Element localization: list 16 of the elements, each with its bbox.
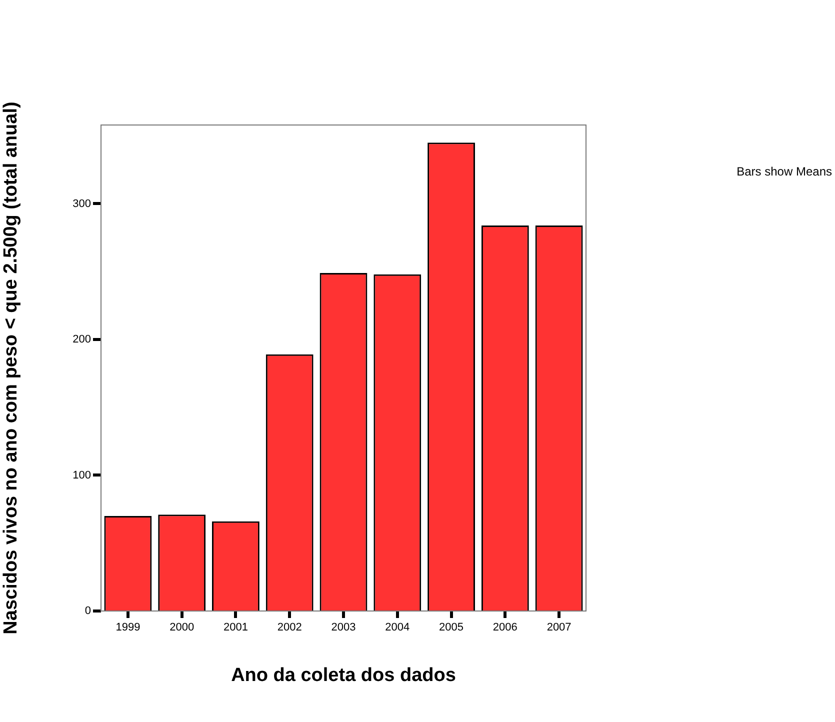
x-tick-label: 2002: [277, 622, 302, 634]
y-tick-label: 0: [84, 605, 91, 618]
x-tick-label: 2007: [546, 622, 572, 634]
x-axis-title: Ano da coleta dos dados: [231, 664, 456, 686]
y-tick-label: 300: [72, 198, 91, 210]
y-axis-title: Nascidos vivos no ano com peso < que 2.500g (total anual): [0, 102, 22, 634]
x-tick-label: 2003: [331, 622, 356, 634]
x-tick-label: 2004: [385, 622, 410, 634]
x-tick-label: 2006: [492, 622, 518, 634]
text: Bars show Means: [736, 164, 832, 178]
y-tick-label: 100: [72, 469, 91, 482]
y-tick-label: 200: [72, 334, 91, 346]
x-tick-label: 2001: [223, 622, 248, 634]
x-tick-label: 2000: [170, 622, 194, 634]
x-tick-label: 1999: [116, 622, 140, 634]
x-tick-label: 2005: [439, 622, 464, 634]
